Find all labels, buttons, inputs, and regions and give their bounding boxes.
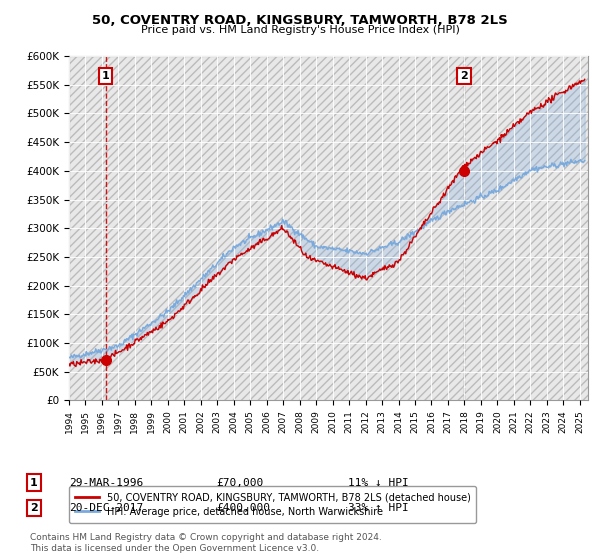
- Text: £400,000: £400,000: [216, 503, 270, 513]
- Text: 50, COVENTRY ROAD, KINGSBURY, TAMWORTH, B78 2LS: 50, COVENTRY ROAD, KINGSBURY, TAMWORTH, …: [92, 14, 508, 27]
- Text: 33% ↑ HPI: 33% ↑ HPI: [348, 503, 409, 513]
- Text: £70,000: £70,000: [216, 478, 263, 488]
- Text: 20-DEC-2017: 20-DEC-2017: [69, 503, 143, 513]
- Text: Contains HM Land Registry data © Crown copyright and database right 2024.
This d: Contains HM Land Registry data © Crown c…: [30, 533, 382, 553]
- Text: Price paid vs. HM Land Registry's House Price Index (HPI): Price paid vs. HM Land Registry's House …: [140, 25, 460, 35]
- Text: 1: 1: [30, 478, 38, 488]
- Text: 2: 2: [30, 503, 38, 513]
- Text: 2: 2: [460, 71, 468, 81]
- Legend: 50, COVENTRY ROAD, KINGSBURY, TAMWORTH, B78 2LS (detached house), HPI: Average p: 50, COVENTRY ROAD, KINGSBURY, TAMWORTH, …: [68, 486, 476, 522]
- Text: 1: 1: [102, 71, 110, 81]
- Text: 29-MAR-1996: 29-MAR-1996: [69, 478, 143, 488]
- Text: 11% ↓ HPI: 11% ↓ HPI: [348, 478, 409, 488]
